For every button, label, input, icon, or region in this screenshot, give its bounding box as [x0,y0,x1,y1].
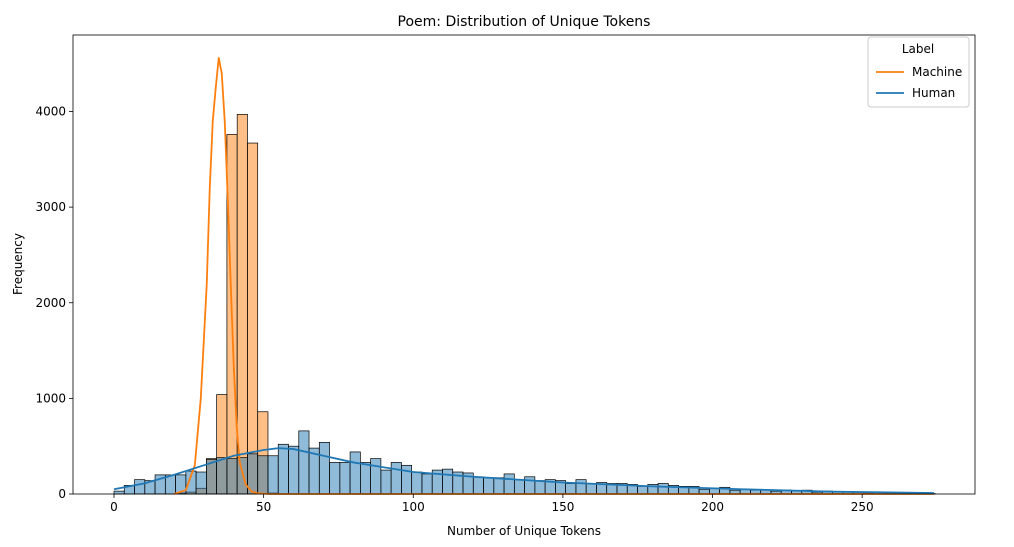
human-bar [534,480,546,495]
human-bar [421,473,433,495]
human-bar [318,442,330,495]
y-tick-label: 0 [58,487,66,501]
human-bar [657,483,669,495]
x-axis-label: Number of Unique Tokens [447,524,601,538]
y-tick-label: 2000 [35,296,66,310]
legend-title: Label [902,42,934,56]
human-bar [493,477,505,495]
x-tick-label: 200 [701,500,724,514]
y-tick-label: 3000 [35,200,66,214]
y-tick-label: 4000 [35,105,66,119]
human-bar [113,490,125,495]
human-bar [288,445,300,495]
chart-title: Poem: Distribution of Unique Tokens [398,14,651,30]
human-bar [370,458,382,495]
human-bar [483,477,495,495]
x-tick-label: 50 [256,500,271,514]
human-bar [339,462,351,495]
human-bar [565,483,577,495]
human-kde-line [113,447,935,494]
machine-kde-line [173,57,934,495]
legend-label-human: Human [912,86,955,100]
legend-label-machine: Machine [912,65,962,79]
x-axis-ticks: 0 50 100 150 200 250 [110,494,874,514]
human-bar [298,430,310,495]
human-bar [513,479,525,495]
machine-bar [247,142,259,495]
x-tick-label: 150 [551,500,574,514]
human-bar [134,479,146,495]
human-bar [390,462,402,495]
human-bar [360,462,371,495]
human-bar [411,471,423,495]
x-tick-label: 250 [851,500,874,514]
human-bar [380,469,392,495]
human-bar [575,479,587,495]
plot-frame [72,34,976,495]
machine-bar [236,114,248,495]
human-bar [277,443,289,495]
y-tick-label: 1000 [35,391,66,405]
y-axis-ticks: 0 1000 2000 3000 4000 [35,105,73,501]
human-bar [472,476,484,495]
human-bar [503,473,515,495]
human-bar [349,451,361,495]
human-bar [637,486,649,495]
human-bar [226,458,238,495]
human-bar [257,455,269,495]
y-axis-label: Frequency [11,233,25,295]
legend-box [867,36,970,108]
human-bar [585,483,597,495]
human-bar [195,471,207,495]
human-bar [236,457,248,495]
human-bar [329,462,341,495]
x-tick-label: 0 [110,500,118,514]
x-tick-label: 100 [402,500,425,514]
human-bar [442,468,454,495]
human-bar [216,457,228,495]
human-bar [267,455,279,495]
legend: Label Machine Human [867,36,970,108]
